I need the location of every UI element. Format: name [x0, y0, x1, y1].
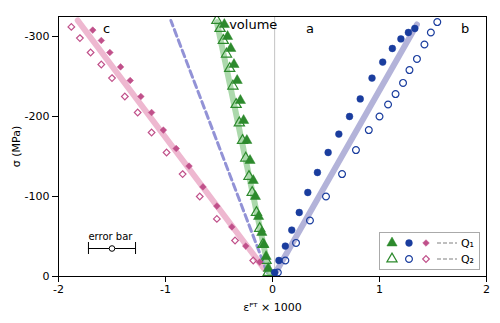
svg-text:0: 0: [269, 283, 276, 296]
svg-text:σ (MPa): σ (MPa): [10, 126, 23, 167]
svg-text:c: c: [103, 21, 110, 36]
svg-text:1: 1: [376, 283, 383, 296]
svg-text:-200: -200: [25, 110, 50, 123]
svg-text:-100: -100: [25, 190, 50, 203]
svg-text:0: 0: [43, 270, 50, 283]
svg-text:2: 2: [483, 283, 490, 296]
html-text:Q₁: Q₁: [460, 236, 474, 250]
svg-text:a: a: [306, 21, 314, 36]
svg-text:-300: -300: [25, 30, 50, 43]
html-text:Q₂: Q₂: [460, 252, 474, 266]
svg-text:b: b: [461, 21, 469, 36]
svg-text:εᴾᵀ × 1000: εᴾᵀ × 1000: [243, 301, 302, 314]
svg-text:error bar: error bar: [88, 231, 133, 242]
svg-text:volume: volume: [229, 17, 277, 32]
svg-text:-1: -1: [160, 283, 171, 296]
svg-text:-2: -2: [53, 283, 64, 296]
